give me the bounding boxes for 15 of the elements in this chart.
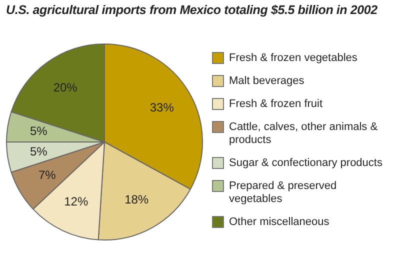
data-label: 7% xyxy=(38,168,56,182)
data-label: 33% xyxy=(150,100,174,114)
data-label: 5% xyxy=(30,144,48,159)
legend-label: Sugar & confectionary products xyxy=(229,157,382,170)
legend-label: Other miscellaneous xyxy=(229,216,330,229)
data-label: 20% xyxy=(53,80,78,94)
legend-label: Prepared & preserved vegetables xyxy=(229,180,338,206)
data-label: 12% xyxy=(64,194,88,209)
data-label: 18% xyxy=(124,192,149,207)
chart-title: U.S. agricultural imports from Mexico totaling $5.5 billion in 2002 xyxy=(6,3,378,17)
legend-label: Fresh & frozen vegetables xyxy=(229,52,358,65)
legend-label: Cattle, calves, other animals & products xyxy=(229,121,379,147)
legend-label: Malt beverages xyxy=(229,75,304,88)
data-label: 5% xyxy=(30,124,48,138)
legend-label: Fresh & frozen fruit xyxy=(229,98,323,111)
